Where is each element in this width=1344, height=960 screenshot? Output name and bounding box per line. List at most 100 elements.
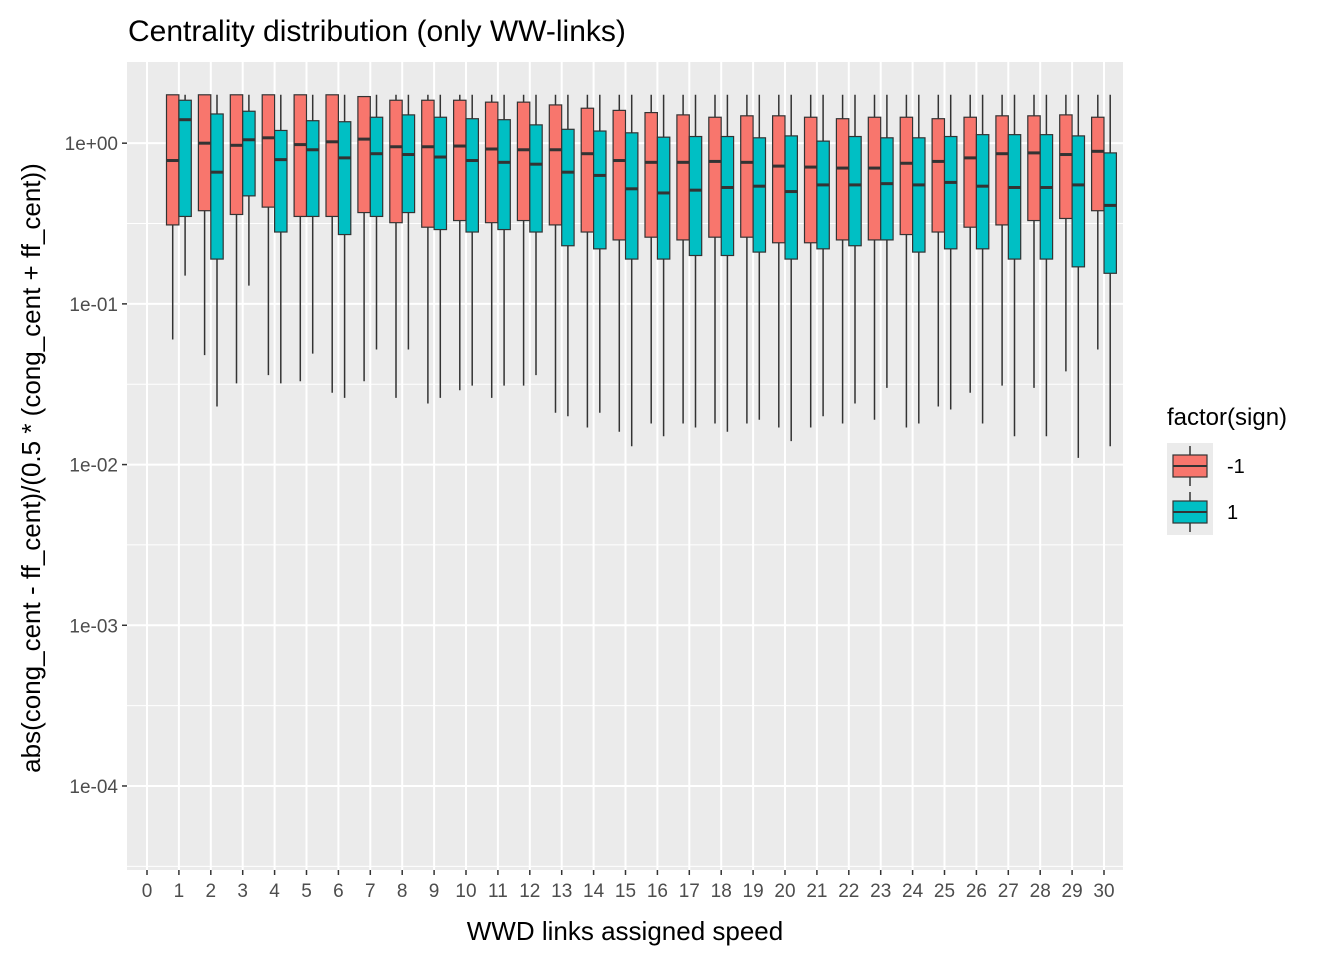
x-tick-label: 28 [1030,881,1051,902]
x-tick-label: 29 [1062,881,1083,902]
box-body [325,94,339,218]
box-body [784,135,798,260]
box--1-16 [644,94,658,424]
box-body [740,115,754,238]
box-1-2 [210,94,224,407]
x-tick-label: 12 [519,881,540,902]
chart-title: Centrality distribution (only WW-links) [128,15,626,48]
x-tick-label: 26 [966,881,987,902]
box-body [1027,115,1041,222]
box-1-12 [529,94,543,376]
box-1-22 [848,94,862,404]
box--1-26 [963,94,977,393]
x-tick-label: 6 [333,881,344,902]
box--1-8 [389,94,403,398]
x-tick-label: 14 [583,881,605,902]
x-tick-label: 11 [488,881,508,902]
legend-label: 1 [1227,502,1238,524]
box-body [848,135,862,247]
box-body [708,116,722,238]
box-1-13 [561,94,575,417]
box--1-19 [740,94,754,424]
box-body [931,118,946,233]
box-body [644,111,658,238]
box--1-3 [229,94,244,384]
x-tick-label: 24 [902,881,924,902]
box-body [720,135,735,257]
box-body [835,118,850,241]
x-tick-label: 27 [998,881,1019,902]
box-body [911,137,926,253]
box-1-29 [1071,94,1086,458]
box-body [484,101,499,224]
box-1-16 [656,94,671,437]
box--1-25 [931,94,946,407]
box-body [1039,134,1054,260]
box-body [497,119,511,231]
box--1-23 [867,94,882,420]
box-body [337,121,352,236]
box-body [624,132,639,260]
box-body [548,104,563,226]
box-body [401,114,416,214]
box-body [178,99,192,218]
box-1-6 [337,94,352,398]
box-body [210,113,224,260]
x-tick-label: 23 [870,881,891,902]
y-tick-label: 1e+00 [65,134,118,155]
box-1-28 [1039,94,1054,437]
box-body [975,134,990,250]
box-body [261,94,276,208]
box--1-11 [484,94,499,398]
box-1-9 [433,94,448,398]
x-tick-label: 13 [551,881,572,902]
box--1-9 [421,94,435,404]
box-1-18 [720,94,735,432]
box-1-7 [369,94,384,350]
box-body [612,109,627,241]
box-body [1090,116,1105,212]
y-axis: 1e-04 1e-03 1e-02 1e-01 1e+00 [65,134,127,798]
x-tick-label: 25 [934,881,955,902]
box-1-25 [943,94,958,410]
box-body [453,99,467,222]
x-tick-label: 20 [774,881,795,902]
box--1-4 [261,94,276,376]
box-1-14 [592,94,607,413]
box-body [465,118,479,233]
box-1-20 [784,94,798,442]
box-body [752,137,767,253]
box-1-10 [465,94,479,386]
box-body [433,116,448,231]
box-body [943,135,958,250]
box-body [305,120,320,218]
box-body [357,95,371,214]
box-body [529,124,543,233]
y-tick-label: 1e-03 [69,616,118,637]
x-tick-label: 18 [711,881,732,902]
box-body [1103,152,1117,274]
box-1-8 [401,94,416,350]
box-body [656,136,671,260]
box-body [816,140,830,250]
box-body [369,116,384,218]
legend-title: factor(sign) [1167,404,1287,431]
box-body [389,99,403,224]
box--1-17 [676,94,690,424]
box--1-13 [548,94,563,413]
x-axis-title: WWD links assigned speed [467,916,783,946]
box-1-11 [497,94,511,386]
box-body [963,116,977,228]
box-body [803,116,818,244]
box-body [995,115,1009,226]
box-1-3 [242,94,256,286]
box-body [592,130,607,250]
x-tick-label: 19 [743,881,764,902]
box--1-22 [835,94,850,424]
box-series [165,94,1117,458]
x-tick-label: 3 [237,881,248,902]
y-tick-label: 1e-02 [69,456,118,477]
legend-key-1 [1167,489,1213,535]
x-tick-label: 16 [647,881,668,902]
